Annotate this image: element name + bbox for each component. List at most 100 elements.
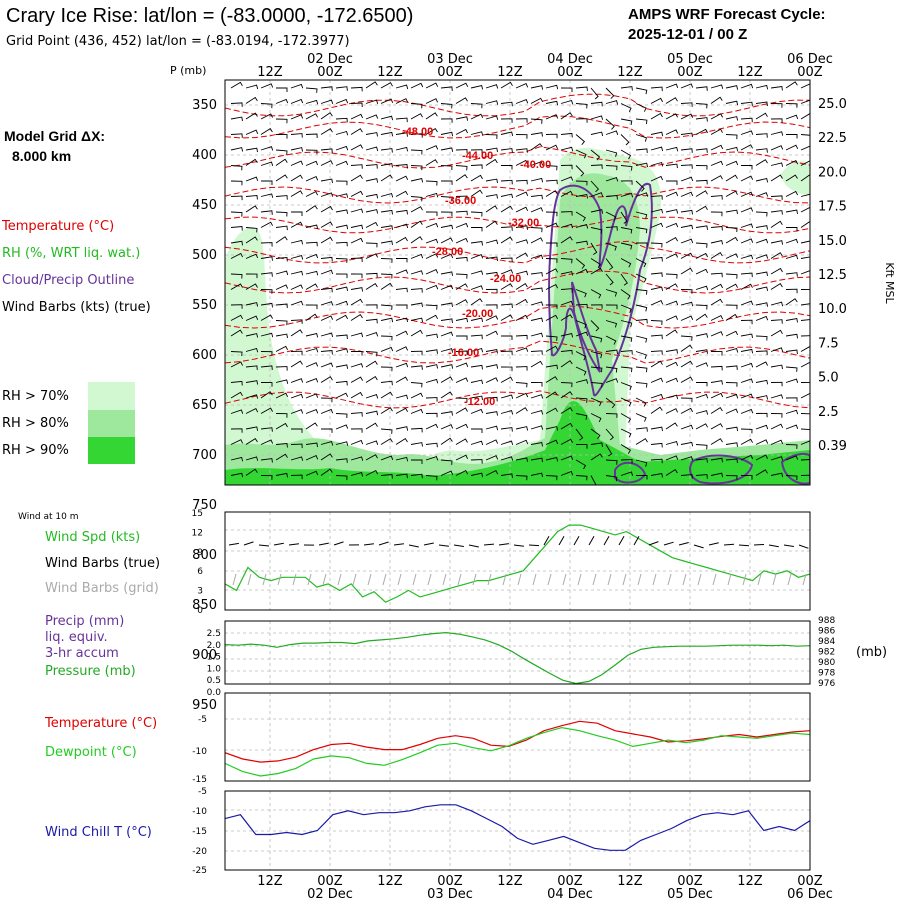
wind-barb <box>665 315 679 321</box>
wind-barb <box>530 317 544 323</box>
date-label: 03 Dec <box>427 52 473 67</box>
wind-barb <box>770 413 783 418</box>
wind-barb <box>395 164 408 169</box>
wind-barb <box>680 360 693 368</box>
wind-barb <box>741 165 753 170</box>
isotherm-label: -28.00 <box>432 246 463 258</box>
pressure-axis-label: P (mb) <box>170 64 206 77</box>
wind-barb <box>710 251 723 259</box>
wind-barb <box>725 458 738 464</box>
wind10-barb-true <box>243 541 254 546</box>
wind-barb <box>500 236 513 244</box>
wind-barb <box>485 205 498 213</box>
temp-tick: -5 <box>198 715 207 725</box>
wind-barb <box>605 335 617 345</box>
pressure-tick: 650 <box>192 398 217 413</box>
wind-barb <box>650 146 664 152</box>
wind-barb <box>665 394 679 400</box>
wind-barb <box>245 96 258 104</box>
wind-barb <box>530 132 543 137</box>
wind-barb <box>500 427 513 432</box>
wind-barb <box>410 288 423 293</box>
wind-barb <box>515 392 529 399</box>
isotherm-line-0 <box>225 93 810 117</box>
wind-barb <box>785 288 798 294</box>
wind-barb <box>650 286 664 292</box>
wind-barb <box>275 118 288 124</box>
wind-barb <box>305 241 318 247</box>
wind-barb <box>485 348 498 354</box>
wind-barb <box>800 174 810 182</box>
wind-barb <box>275 333 288 339</box>
wind-barb <box>650 112 663 120</box>
wind-barb <box>470 459 483 464</box>
wind-barb <box>425 112 438 120</box>
wind10-barb-true <box>378 541 389 546</box>
wind-barb <box>440 165 453 171</box>
wind-barb <box>740 130 754 135</box>
wind-barb <box>230 147 244 152</box>
wind-barb <box>710 392 724 399</box>
wind-barb <box>770 103 783 108</box>
wind-barb <box>755 335 768 341</box>
wind-barb <box>260 458 273 463</box>
wind-barb <box>245 365 258 370</box>
wind-barb <box>305 87 318 93</box>
wind-barb <box>410 149 423 155</box>
wind-barb <box>380 209 393 215</box>
wind-barb <box>350 144 363 151</box>
wind-barb <box>560 455 574 461</box>
wind-barb <box>230 314 243 321</box>
wind-barb <box>245 394 259 399</box>
wind-barb <box>485 469 499 476</box>
wind-barb <box>380 131 394 137</box>
wind-barb <box>785 317 798 323</box>
wind-barb <box>695 268 709 275</box>
wind10-barb-grid <box>682 573 687 586</box>
wind-barb <box>410 177 424 183</box>
time-tick: 00Z <box>557 874 583 889</box>
wind-barb <box>710 96 723 104</box>
wind-barb <box>560 146 574 152</box>
wind-barb <box>380 148 393 153</box>
wind-barb <box>470 226 483 232</box>
wind-barb <box>725 85 739 90</box>
date-label: 06 Dec <box>787 52 833 67</box>
wind-barb <box>425 159 438 166</box>
model-grid-label: Model Grid ΔX: <box>4 128 105 144</box>
chill-tick: -10 <box>192 807 207 817</box>
wind-barb <box>635 366 648 373</box>
wind-barb <box>770 85 783 91</box>
wind-barb <box>710 211 723 217</box>
wind-barb <box>755 133 768 138</box>
wind-barb <box>440 411 453 416</box>
wind-barb <box>335 380 348 386</box>
wind-barb <box>755 148 768 153</box>
wind-barb <box>395 257 408 263</box>
wind-barb <box>380 428 393 434</box>
chill-tick: -15 <box>192 827 207 837</box>
wind-barb <box>785 424 799 430</box>
wind-barb <box>740 117 753 123</box>
wind-barb <box>755 225 768 230</box>
wind-barb <box>635 335 648 343</box>
wind-barb <box>275 453 288 461</box>
pressure-tick: 500 <box>192 248 217 263</box>
wind10-barb-grid <box>727 573 732 586</box>
wind-barb <box>755 454 769 461</box>
wind-barb <box>365 454 378 461</box>
wind-barb <box>320 269 334 275</box>
chill-tick: -5 <box>198 787 207 797</box>
wind-barb <box>500 118 513 123</box>
wind-barb <box>545 475 558 481</box>
wind-barb <box>665 408 679 414</box>
wind-barb <box>635 459 648 467</box>
time-tick: 12Z <box>377 874 403 889</box>
wind-barb <box>770 118 783 123</box>
wind-barb <box>695 349 708 354</box>
wind-barb <box>410 133 423 138</box>
wind10-barb-true <box>648 541 659 546</box>
wind-barb <box>230 211 243 217</box>
wind-barb <box>485 455 499 461</box>
wind-barb <box>545 84 559 90</box>
